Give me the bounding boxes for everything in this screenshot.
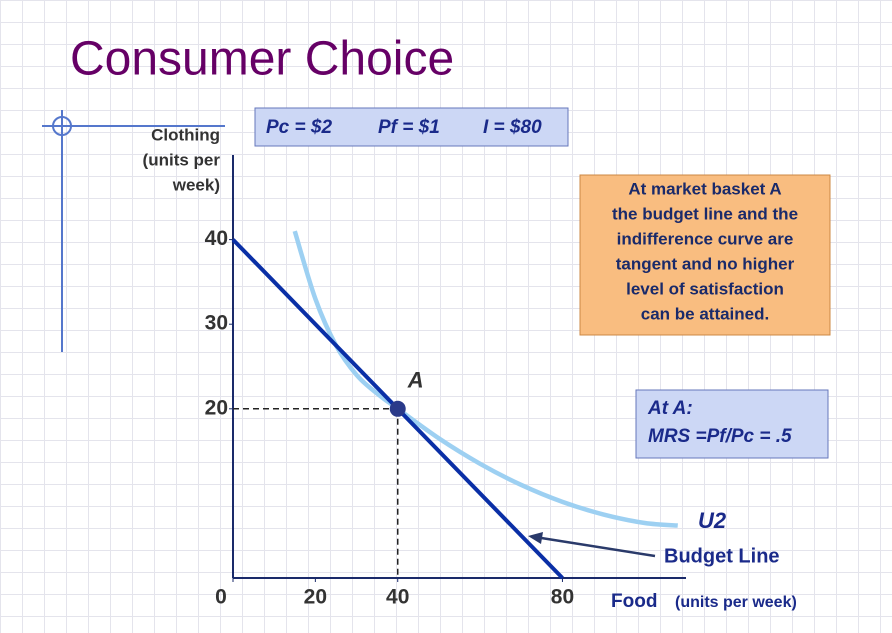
x-axis-note: (units per week) — [675, 594, 797, 611]
legend-label: U2 — [698, 508, 727, 533]
mrs-text: MRS =Pf/Pc = .5 — [648, 426, 792, 447]
y-axis-label: Clothing — [151, 125, 220, 144]
y-tick-label: 40 — [205, 227, 228, 250]
note-text: can be attained. — [641, 304, 769, 323]
point-label: A — [407, 368, 424, 393]
x-tick-label: 80 — [551, 586, 574, 609]
x-tick-label: 20 — [304, 586, 327, 609]
legend-label: Budget Line — [664, 545, 780, 567]
y-tick-label: 20 — [205, 396, 228, 419]
mrs-box — [635, 389, 829, 459]
note-box — [579, 174, 831, 336]
note-text: At market basket A — [628, 179, 781, 198]
mrs-text: At A: — [647, 398, 693, 419]
y-tick-label: 30 — [205, 312, 228, 335]
x-axis-label: Food — [611, 591, 657, 612]
note-text: level of satisfaction — [626, 279, 784, 298]
price-box — [254, 107, 569, 147]
legend-arrow — [534, 535, 656, 558]
x-tick-label: 0 — [215, 586, 227, 609]
legend-arrowhead — [528, 532, 543, 544]
y-axis-label: (units per — [143, 150, 221, 169]
note-text: tangent and no higher — [616, 254, 795, 273]
x-tick-label: 40 — [386, 586, 409, 609]
note-text: indifference curve are — [617, 229, 794, 248]
chart-title: Consumer Choice — [70, 33, 454, 86]
price-text: Pc = $2 — [266, 117, 332, 138]
price-text: Pf = $1 — [378, 117, 440, 138]
note-text: the budget line and the — [612, 204, 798, 223]
y-axis-label: week) — [172, 175, 220, 194]
decor-circle — [52, 116, 72, 136]
price-text: I = $80 — [483, 117, 542, 138]
point-marker — [389, 400, 406, 417]
